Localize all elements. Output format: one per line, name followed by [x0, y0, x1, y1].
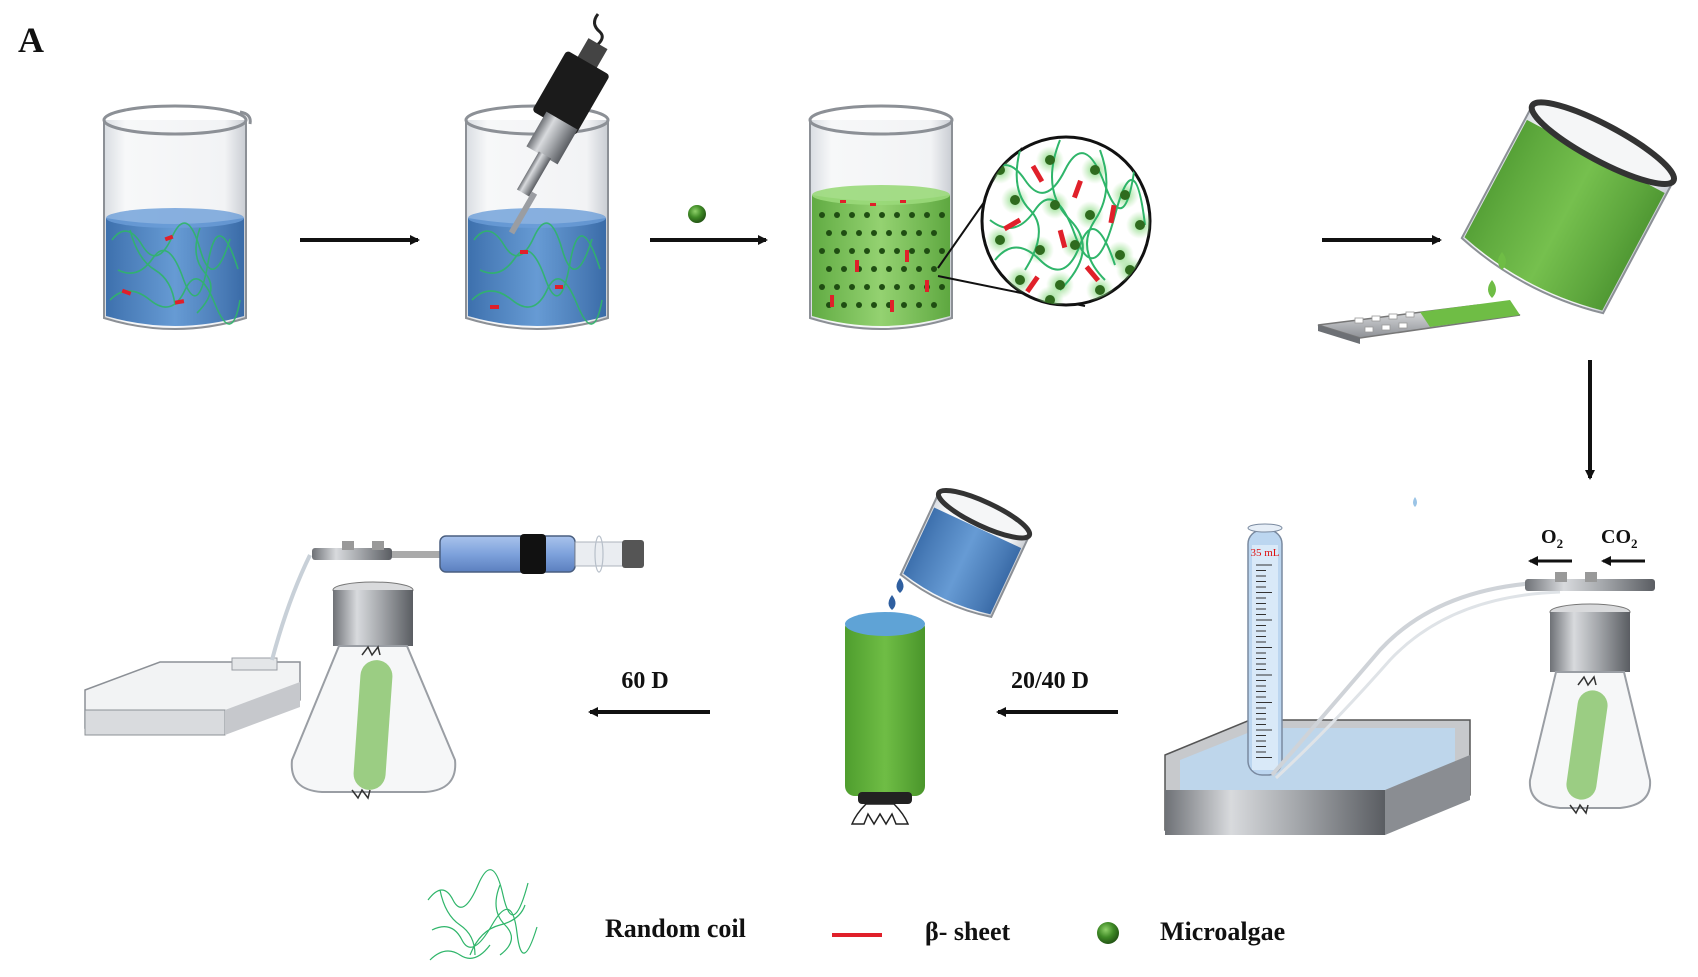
pouring-blue-beaker	[899, 487, 1033, 619]
panel-label: A	[18, 20, 44, 60]
microalgae-cells	[819, 212, 945, 308]
beta-sheets	[121, 234, 185, 305]
co2-label: CO2	[1601, 526, 1645, 566]
beaker-ultrasonication	[464, 13, 610, 330]
legend-microalgae-label: Microalgae	[1160, 917, 1285, 946]
sonicator-probe	[508, 13, 609, 235]
svg-text:CO2: CO2	[1601, 526, 1638, 551]
legend-microalgae-icon	[1097, 922, 1119, 944]
pouring-beaker	[1460, 99, 1678, 315]
syringe	[439, 534, 644, 574]
step-60-days: 60 D	[588, 668, 710, 717]
legend-beta-sheet-label: β- sheet	[925, 917, 1011, 946]
beaker-silk-solution	[102, 104, 252, 330]
microalgae-added-icon	[688, 205, 706, 223]
svg-text:O2: O2	[1541, 526, 1563, 551]
legend: Random coil β- sheet Microalgae	[427, 869, 1285, 961]
random-coil-chains	[109, 222, 241, 325]
legend-random-coil-label: Random coil	[605, 914, 746, 943]
day-label-60: 60 D	[621, 668, 668, 694]
gas-measurement-setup: 35 mL O2 CO2	[1164, 497, 1655, 835]
legend-random-coil-icon	[427, 869, 538, 961]
cylinder-volume-label: 35 mL	[1250, 547, 1279, 559]
zoom-callout	[937, 135, 1152, 307]
syringe-sampling-setup	[84, 534, 644, 800]
graduated-cylinder: 35 mL	[1247, 523, 1283, 776]
o2-label: O2	[1528, 526, 1572, 566]
flask-gas-exchange	[1525, 572, 1655, 815]
green-column	[845, 612, 925, 826]
day-label-20-40: 20/40 D	[1011, 668, 1089, 694]
mold-plate	[1317, 300, 1521, 344]
beaker-silk-microalgae	[808, 104, 954, 330]
blue-droplets	[888, 578, 904, 610]
step-20-40-days: 20/40 D	[996, 668, 1118, 717]
green-droplets	[1488, 252, 1506, 298]
